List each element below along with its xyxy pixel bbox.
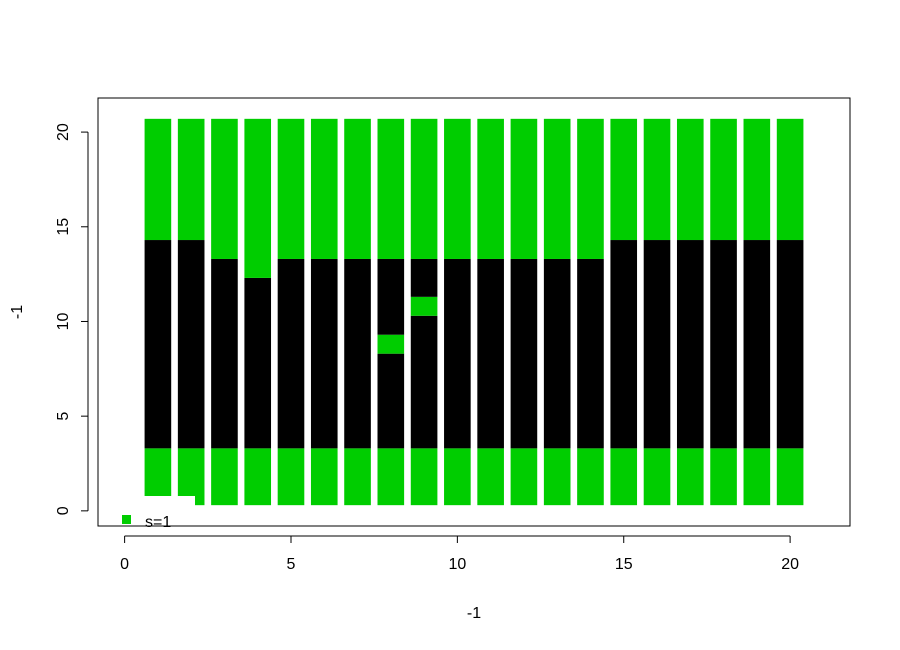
- bar-segment-15-2: [610, 240, 638, 449]
- bar-segment-14-1: [577, 448, 604, 506]
- x-tick-label-20: 20: [781, 556, 799, 573]
- y-tick-label-20: 20: [55, 123, 72, 141]
- bar-segment-19-3: [743, 118, 771, 241]
- bar-segment-9-5: [410, 118, 438, 259]
- x-tick-label-15: 15: [615, 556, 633, 573]
- bar-segment-16-3: [643, 118, 671, 241]
- bar-segment-15-1: [610, 448, 638, 506]
- y-axis-title: -1: [9, 305, 26, 319]
- bar-segment-13-1: [543, 448, 571, 506]
- bar-segment-4-1: [244, 448, 272, 506]
- bar-segment-7-1: [344, 448, 371, 506]
- y-tick-label-0: 0: [55, 506, 72, 515]
- bar-segment-7-2: [344, 258, 371, 449]
- bar-segment-18-2: [710, 240, 737, 449]
- bar-segment-2-1: [177, 448, 205, 506]
- bar-segment-2-2: [177, 240, 205, 449]
- bar-segment-16-1: [643, 448, 671, 506]
- legend: s=1: [99, 496, 195, 531]
- legend-label: s=1: [145, 514, 171, 531]
- bar-segment-3-3: [211, 118, 238, 259]
- bar-segment-9-2: [410, 315, 438, 449]
- bar-segment-10-2: [444, 258, 471, 449]
- bars-group: [144, 118, 804, 506]
- bar-segment-20-1: [776, 448, 804, 506]
- bar-segment-2-3: [177, 118, 205, 241]
- bar-segment-3-2: [211, 258, 238, 449]
- legend-box: [99, 496, 195, 526]
- bar-segment-8-3: [377, 334, 405, 354]
- bar-segment-17-3: [676, 118, 704, 241]
- bar-segment-6-1: [310, 448, 338, 506]
- plot-frame: [97, 97, 851, 527]
- bar-segment-6-3: [310, 118, 338, 259]
- bar-segment-1-3: [144, 118, 172, 241]
- bar-segment-14-2: [577, 258, 604, 449]
- bar-segment-16-2: [643, 240, 671, 449]
- bar-segment-4-2: [244, 277, 272, 449]
- bar-segment-3-1: [211, 448, 238, 506]
- bar-segment-9-4: [410, 258, 438, 297]
- y-axis: 0 5 10 15 20: [55, 123, 89, 515]
- bar-segment-20-3: [776, 118, 804, 241]
- bar-segment-18-3: [710, 118, 737, 241]
- bar-segment-11-3: [477, 118, 504, 259]
- bar-segment-9-1: [410, 448, 438, 506]
- bar-segment-13-3: [543, 118, 571, 259]
- y-tick-label-10: 10: [55, 312, 72, 330]
- bar-segment-11-2: [477, 258, 504, 449]
- bar-segment-4-3: [244, 118, 272, 278]
- bar-segment-17-1: [676, 448, 704, 506]
- bar-segment-1-1: [144, 448, 172, 506]
- bar-segment-12-2: [510, 258, 538, 449]
- legend-swatch: [122, 515, 131, 524]
- bar-segment-8-5: [377, 118, 405, 259]
- bar-segment-5-1: [277, 448, 305, 506]
- bar-segment-14-3: [577, 118, 604, 259]
- bar-segment-10-1: [444, 448, 471, 506]
- bar-segment-8-4: [377, 258, 405, 335]
- bar-segment-19-2: [743, 240, 771, 449]
- y-tick-label-15: 15: [55, 218, 72, 236]
- bar-segment-11-1: [477, 448, 504, 506]
- bar-segment-15-3: [610, 118, 638, 241]
- bar-segment-20-2: [776, 240, 804, 449]
- bar-segment-5-2: [277, 258, 305, 449]
- bar-segment-7-3: [344, 118, 371, 259]
- bar-segment-18-1: [710, 448, 737, 506]
- bar-segment-6-2: [310, 258, 338, 449]
- x-axis-title: -1: [467, 605, 481, 622]
- y-tick-label-5: 5: [55, 412, 72, 421]
- bar-segment-12-1: [510, 448, 538, 506]
- bar-segment-13-2: [543, 258, 571, 449]
- bar-segment-10-3: [444, 118, 471, 259]
- x-tick-label-5: 5: [287, 556, 296, 573]
- bar-segment-5-3: [277, 118, 305, 259]
- x-axis: 0 5 10 15 20: [120, 535, 799, 573]
- bar-segment-19-1: [743, 448, 771, 506]
- x-tick-label-0: 0: [120, 556, 129, 573]
- bar-segment-8-2: [377, 353, 405, 449]
- bar-segment-8-1: [377, 448, 405, 506]
- bar-segment-12-3: [510, 118, 538, 259]
- bar-segment-1-2: [144, 240, 172, 449]
- x-tick-label-10: 10: [448, 556, 466, 573]
- bar-segment-9-3: [410, 296, 438, 316]
- bar-segment-17-2: [676, 240, 704, 449]
